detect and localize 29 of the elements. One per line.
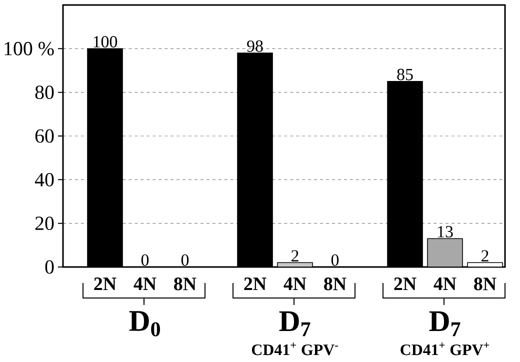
y-tick-label: 80 <box>35 86 54 100</box>
data-label: 0 <box>181 254 189 266</box>
data-label: 2 <box>292 250 298 262</box>
y-tick-label: 0 <box>45 260 54 274</box>
y-tick-label: 60 <box>35 129 54 143</box>
data-label: 100 <box>94 36 118 48</box>
x-tick-label: 2N <box>244 278 266 290</box>
text: CD41$^{+}$ GPV$^{-}$ <box>252 342 338 356</box>
y-tick-label: 20 <box>35 216 54 230</box>
x-tick-label: 8N <box>174 278 196 290</box>
text: D$_{7}$ <box>429 311 460 336</box>
x-tick-label: 2N <box>94 278 116 290</box>
x-tick-label: 8N <box>324 278 346 290</box>
x-tick-label: 4N <box>284 278 306 290</box>
x-tick-label: 4N <box>434 278 456 290</box>
y-tick-label: 40 <box>34 172 54 186</box>
text: D$_{7}$ <box>279 311 310 336</box>
y-tick-label: 100 % <box>4 42 54 56</box>
x-tick-label: 4N <box>134 278 156 290</box>
text: CD41$^{+}$ GPV$^{+}$ <box>400 342 490 356</box>
data-label: 13 <box>438 226 453 238</box>
x-tick-label: 8N <box>474 278 496 290</box>
data-label: 2 <box>482 250 488 262</box>
data-label: 0 <box>141 254 149 266</box>
text: D$_{0}$ <box>129 311 160 336</box>
data-label: 85 <box>397 68 413 80</box>
x-tick-label: 2N <box>394 278 416 290</box>
data-label: 0 <box>331 254 339 266</box>
data-label: 98 <box>247 40 263 52</box>
